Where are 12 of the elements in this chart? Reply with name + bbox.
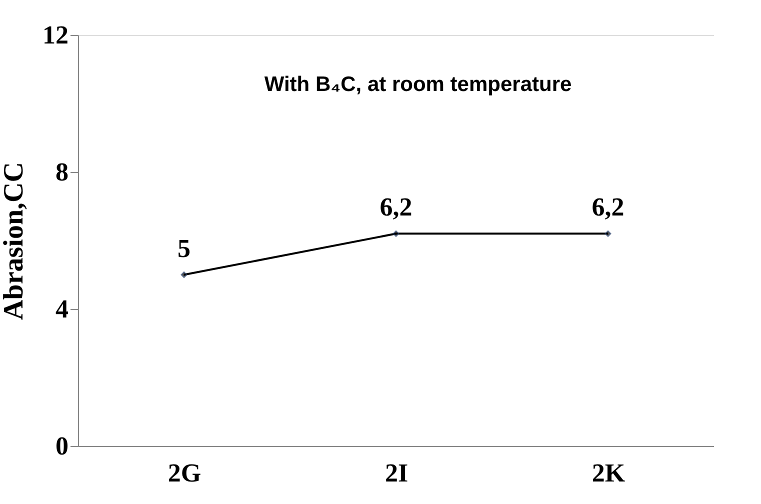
x-tick-label: 2G	[168, 458, 202, 488]
y-tick-label: 4	[56, 294, 68, 324]
data-label: 6,2	[592, 192, 624, 222]
y-tick-label: 12	[42, 20, 68, 50]
y-tick-label: 0	[56, 432, 68, 460]
x-tick-label: 2I	[384, 458, 408, 488]
data-label: 6,2	[380, 192, 412, 222]
x-tick-label: 2K	[592, 458, 626, 488]
y-tick-label: 8	[56, 158, 68, 186]
data-label: 5	[178, 234, 190, 263]
y-axis-title: Abrasion,CC	[0, 162, 30, 320]
text: With B₄C, at room temperature	[264, 73, 572, 96]
